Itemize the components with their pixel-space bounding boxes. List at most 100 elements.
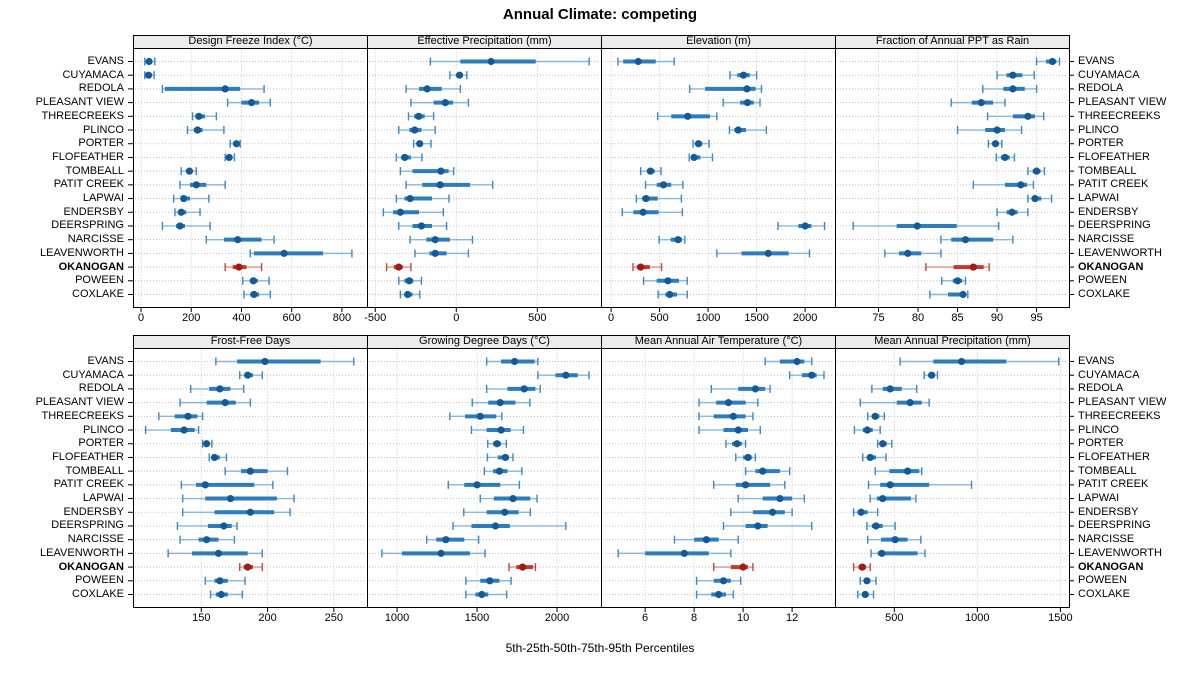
median-dot bbox=[423, 85, 431, 93]
station-label-right: PATIT CREEK bbox=[1078, 478, 1149, 491]
errorbar-endersby bbox=[996, 208, 1029, 217]
errorbar-redola bbox=[485, 384, 541, 393]
axis-tick-label: 75 bbox=[872, 312, 885, 324]
station-label-right: POWEEN bbox=[1078, 274, 1127, 287]
errorbar-leavenworth bbox=[167, 549, 263, 558]
median-dot bbox=[690, 153, 698, 162]
errorbar-endersby bbox=[621, 208, 684, 217]
errorbar-flofeather bbox=[208, 453, 228, 462]
errorbar-porter bbox=[692, 139, 710, 148]
median-dot bbox=[145, 57, 153, 66]
panel-background bbox=[133, 348, 368, 608]
median-dot bbox=[497, 426, 505, 434]
median-dot bbox=[232, 140, 241, 148]
axis-tick-label: 250 bbox=[324, 612, 344, 624]
station-label-left: NARCISSE bbox=[67, 233, 124, 246]
errorbar-redola bbox=[688, 84, 763, 93]
errorbar-redola bbox=[710, 384, 771, 393]
errorbar-narcisse bbox=[409, 235, 474, 244]
median-dot bbox=[411, 126, 419, 134]
errorbar-porter bbox=[876, 439, 893, 448]
errorbar-pleasant-view bbox=[471, 398, 531, 407]
errorbar-narcisse bbox=[673, 535, 739, 544]
median-dot bbox=[441, 99, 449, 107]
axis-tick-labels: 150 200 250 bbox=[133, 612, 367, 625]
panel-strip-title: Mean Annual Precipitation (mm) bbox=[835, 335, 1070, 349]
errorbar-leavenworth bbox=[884, 249, 942, 258]
errorbar-patit-creek bbox=[713, 480, 786, 489]
axis-tick-label: 800 bbox=[332, 312, 352, 324]
axis-tick-label: 8 bbox=[691, 612, 698, 624]
errorbar-redola bbox=[405, 84, 462, 93]
median-dot bbox=[437, 549, 445, 557]
errorbar-lapwai bbox=[479, 494, 538, 503]
median-dot bbox=[401, 153, 409, 162]
errorbar-patit-creek bbox=[644, 180, 684, 189]
axis-tick-labels: -500 0 500 bbox=[364, 312, 601, 325]
median-dot bbox=[234, 236, 242, 244]
errorbar-evans bbox=[764, 357, 813, 366]
median-dot bbox=[642, 194, 650, 203]
axis-tick-label: 10 bbox=[736, 612, 750, 624]
median-dot bbox=[764, 249, 772, 257]
median-dot bbox=[957, 357, 966, 366]
errorbar-evans bbox=[144, 57, 156, 66]
errorbar-threecreeks bbox=[407, 112, 435, 121]
median-dot bbox=[225, 153, 233, 162]
median-dot bbox=[751, 385, 759, 393]
median-dot bbox=[928, 371, 936, 379]
errorbar-okanogan bbox=[508, 563, 537, 572]
median-dot bbox=[511, 357, 519, 366]
median-dot bbox=[872, 522, 880, 530]
median-dot bbox=[261, 357, 269, 366]
station-label-left: DEERSPRING bbox=[51, 519, 124, 532]
median-dot bbox=[886, 481, 894, 489]
station-label-left: PLINCO bbox=[83, 123, 124, 136]
median-dot bbox=[891, 536, 899, 544]
axis-tick-label: 1500 bbox=[1048, 612, 1073, 624]
station-label-right: PATIT CREEK bbox=[1078, 178, 1149, 191]
axis-tick-label: 400 bbox=[232, 312, 251, 324]
errorbar-tombeall bbox=[483, 467, 523, 476]
axis-tick-label: 1000 bbox=[384, 612, 410, 624]
median-dot bbox=[501, 508, 509, 516]
errorbar-evans bbox=[429, 57, 590, 66]
median-dot bbox=[659, 181, 668, 189]
median-dot bbox=[221, 399, 229, 407]
axis-tick-label: 200 bbox=[182, 312, 201, 324]
errorbar-threecreeks bbox=[867, 412, 886, 421]
median-dot bbox=[405, 277, 413, 285]
median-dot bbox=[666, 290, 674, 299]
median-dot bbox=[415, 112, 423, 120]
errorbar-endersby bbox=[730, 508, 793, 517]
errorbar-pleasant-view bbox=[722, 98, 761, 107]
median-dot bbox=[715, 590, 723, 599]
panel-background bbox=[835, 348, 1070, 608]
median-dot bbox=[733, 440, 741, 448]
errorbar-deerspring bbox=[452, 521, 567, 530]
axis-tick-label: 500 bbox=[885, 612, 904, 624]
median-dot bbox=[431, 249, 439, 257]
station-label-right: NARCISSE bbox=[1078, 533, 1135, 546]
median-dot bbox=[280, 249, 288, 257]
station-label-right: PLINCO bbox=[1078, 423, 1119, 436]
median-dot bbox=[734, 426, 742, 434]
errorbar-pleasant-view bbox=[859, 398, 930, 407]
station-label-left: TOMBEALL bbox=[65, 464, 125, 477]
axis-tick-labels: 6 8 10 12 bbox=[601, 612, 835, 625]
errorbar-lapwai bbox=[1027, 194, 1053, 203]
station-label-right: EVANS bbox=[1078, 55, 1115, 67]
station-label-left: NARCISSE bbox=[67, 533, 124, 546]
axis-tick-label: 2000 bbox=[544, 612, 570, 624]
median-dot bbox=[1017, 181, 1025, 189]
axis-tick-label: 2000 bbox=[792, 312, 818, 324]
median-dot bbox=[416, 140, 424, 148]
axis-tick-label: 600 bbox=[282, 312, 301, 324]
median-dot bbox=[519, 563, 527, 571]
errorbar-cuyamaca bbox=[996, 71, 1035, 80]
errorbar-poween bbox=[859, 576, 877, 585]
axis-tick-label: 0 bbox=[137, 312, 145, 324]
axis-tick-label: 6 bbox=[642, 612, 649, 624]
panel-plot bbox=[601, 348, 836, 612]
station-label-left: FLOFEATHER bbox=[52, 450, 124, 463]
